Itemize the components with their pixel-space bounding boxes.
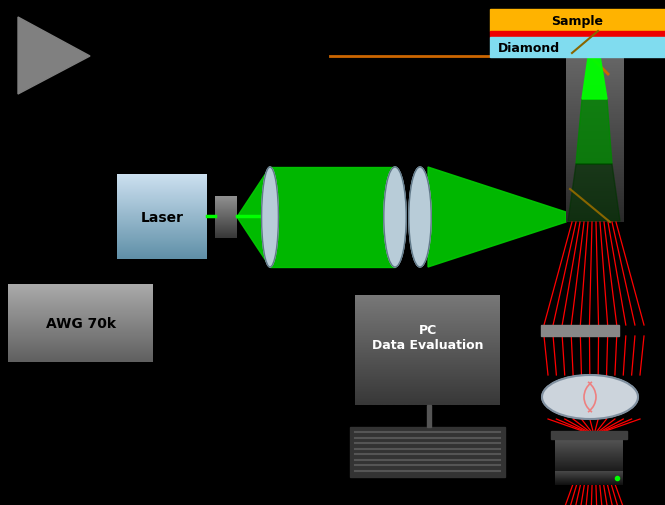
Bar <box>350 427 505 477</box>
Bar <box>541 325 619 336</box>
Polygon shape <box>237 168 270 268</box>
Polygon shape <box>568 165 620 222</box>
Text: Laser: Laser <box>140 210 184 224</box>
Bar <box>490 10 665 32</box>
Text: AWG 70k: AWG 70k <box>45 316 116 330</box>
Ellipse shape <box>409 168 431 268</box>
Text: PC
Data Evaluation: PC Data Evaluation <box>372 323 483 351</box>
Polygon shape <box>428 168 566 268</box>
Text: Diamond: Diamond <box>498 41 560 55</box>
Polygon shape <box>576 100 612 165</box>
Ellipse shape <box>384 168 406 268</box>
Text: Sample: Sample <box>551 15 604 27</box>
Ellipse shape <box>261 168 279 268</box>
Bar <box>551 431 627 439</box>
Bar <box>490 38 665 58</box>
Bar <box>427 405 431 427</box>
Bar <box>270 168 395 268</box>
Polygon shape <box>582 38 607 100</box>
Ellipse shape <box>542 375 638 419</box>
Bar <box>490 32 665 38</box>
Polygon shape <box>18 18 90 95</box>
